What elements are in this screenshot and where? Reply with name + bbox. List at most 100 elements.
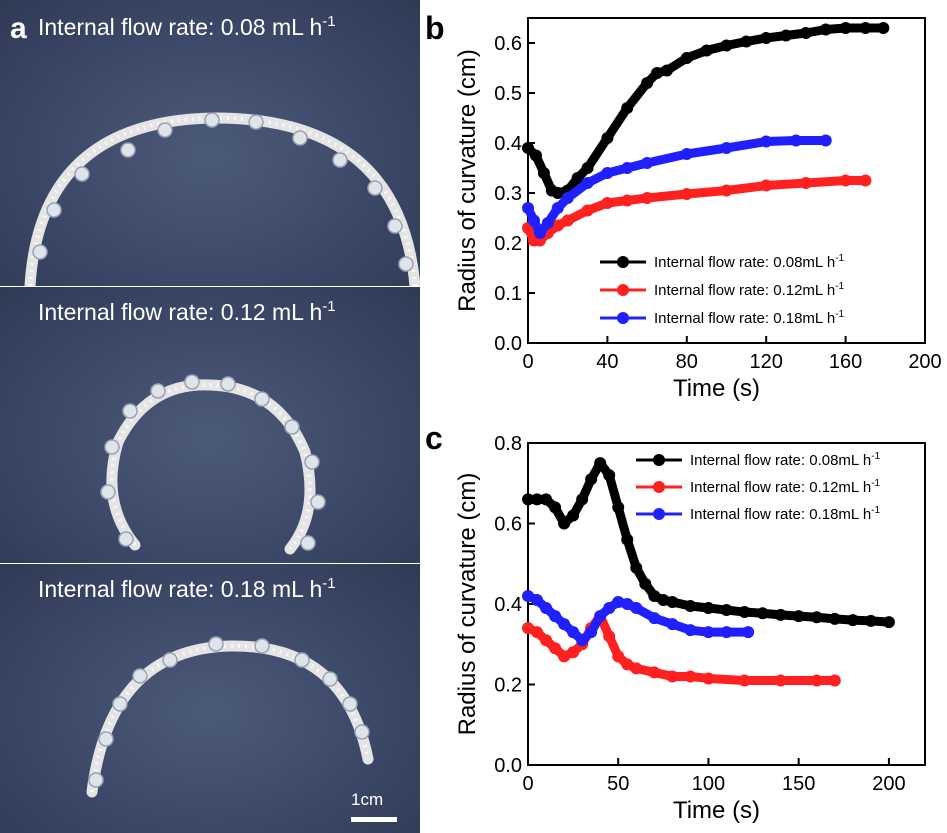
- x-tick-label: 200: [872, 773, 905, 795]
- y-tick-label: 0.2: [494, 233, 522, 255]
- fiber-arc-image: [100, 374, 326, 555]
- data-point: [760, 32, 773, 44]
- data-point: [859, 174, 872, 187]
- data-point: [680, 188, 693, 200]
- data-point: [537, 167, 550, 179]
- legend-label: Internal flow rate: 0.12mL h-1: [690, 478, 881, 496]
- y-tick-label: 0.0: [494, 333, 522, 355]
- data-point: [882, 616, 895, 629]
- legend-marker: [617, 284, 629, 296]
- data-point: [540, 602, 553, 615]
- data-point: [558, 618, 571, 631]
- y-tick-label: 0.3: [494, 183, 522, 205]
- photo-flow-rate-018: Internal flow rate: 0.18 mL h-1 1cm: [0, 564, 420, 833]
- data-point: [684, 670, 697, 683]
- data-point: [522, 142, 534, 154]
- data-point: [738, 606, 751, 619]
- data-point: [792, 610, 805, 623]
- data-point: [877, 22, 890, 34]
- data-point: [641, 77, 654, 89]
- legend-label: Internal flow rate: 0.08mL h-1: [690, 451, 881, 469]
- plot-frame: [527, 17, 926, 344]
- panel-letter-a: a: [10, 12, 27, 45]
- data-point: [558, 650, 571, 663]
- data-point: [666, 618, 679, 631]
- photo-flow-rate-008: Internal flow rate: 0.08 mL h-1: [0, 0, 420, 286]
- data-point: [702, 672, 715, 685]
- data-point: [576, 493, 589, 506]
- scale-bar: [351, 817, 397, 822]
- x-tick-label: 0: [522, 351, 533, 373]
- data-point: [839, 22, 852, 34]
- data-point: [531, 626, 544, 639]
- panel-letter-b: b: [425, 10, 445, 46]
- data-point: [680, 148, 693, 160]
- data-point: [666, 595, 679, 608]
- data-point: [819, 23, 832, 36]
- data-point: [567, 509, 580, 522]
- data-point: [540, 634, 553, 647]
- data-point: [601, 167, 614, 179]
- legend-label: Internal flow rate: 0.12mL h-1: [654, 281, 845, 299]
- data-point: [660, 64, 673, 77]
- data-point: [558, 517, 571, 530]
- data-point: [522, 493, 534, 506]
- data-point: [720, 184, 733, 197]
- data-point: [740, 35, 753, 48]
- data-point: [630, 602, 643, 615]
- data-point: [720, 604, 733, 617]
- data-point: [738, 674, 751, 687]
- data-point: [810, 611, 823, 624]
- data-point: [742, 626, 755, 639]
- y-tick-label: 0.4: [494, 133, 522, 155]
- data-point: [541, 217, 554, 229]
- x-axis-label: Time (s): [673, 375, 760, 402]
- data-point: [601, 132, 614, 144]
- legend-marker: [653, 481, 665, 493]
- legend-marker: [617, 256, 629, 268]
- data-point: [540, 493, 553, 506]
- data-point: [839, 174, 852, 187]
- scale-bar-label: 1cm: [351, 790, 384, 809]
- data-point: [684, 624, 697, 637]
- data-point: [648, 589, 661, 602]
- data-point: [581, 204, 594, 217]
- photo-caption-2: Internal flow rate: 0.12 mL h-1: [38, 298, 336, 325]
- y-tick-label: 0.8: [494, 433, 522, 455]
- data-point: [549, 501, 562, 514]
- x-tick-label: 120: [750, 351, 783, 373]
- data-point: [603, 602, 616, 615]
- data-point: [657, 593, 670, 606]
- legend-label: Internal flow rate: 0.18mL h-1: [654, 309, 845, 327]
- data-point: [648, 666, 661, 679]
- data-point: [621, 598, 634, 610]
- data-point: [639, 577, 652, 590]
- data-point: [651, 67, 664, 79]
- data-point: [774, 674, 787, 687]
- data-point: [531, 593, 544, 606]
- data-point: [567, 646, 580, 659]
- data-point: [774, 608, 787, 621]
- data-point: [621, 194, 634, 207]
- data-point: [819, 134, 832, 147]
- data-point: [621, 658, 634, 671]
- data-point: [522, 622, 534, 635]
- x-tick-label: 160: [829, 351, 862, 373]
- data-point: [567, 626, 580, 639]
- data-point: [594, 610, 607, 623]
- fiber-arc-image: [86, 636, 374, 798]
- legend-label: Internal flow rate: 0.08mL h-1: [654, 253, 845, 271]
- data-point: [585, 473, 598, 486]
- y-tick-label: 0.0: [494, 755, 522, 777]
- data-point: [799, 27, 812, 39]
- y-tick-label: 0.1: [494, 283, 522, 305]
- data-point: [641, 192, 654, 204]
- x-tick-label: 50: [607, 773, 629, 795]
- data-point: [859, 22, 872, 34]
- data-point: [533, 227, 546, 239]
- data-point: [702, 626, 715, 639]
- data-point: [522, 202, 534, 214]
- data-point: [581, 177, 594, 189]
